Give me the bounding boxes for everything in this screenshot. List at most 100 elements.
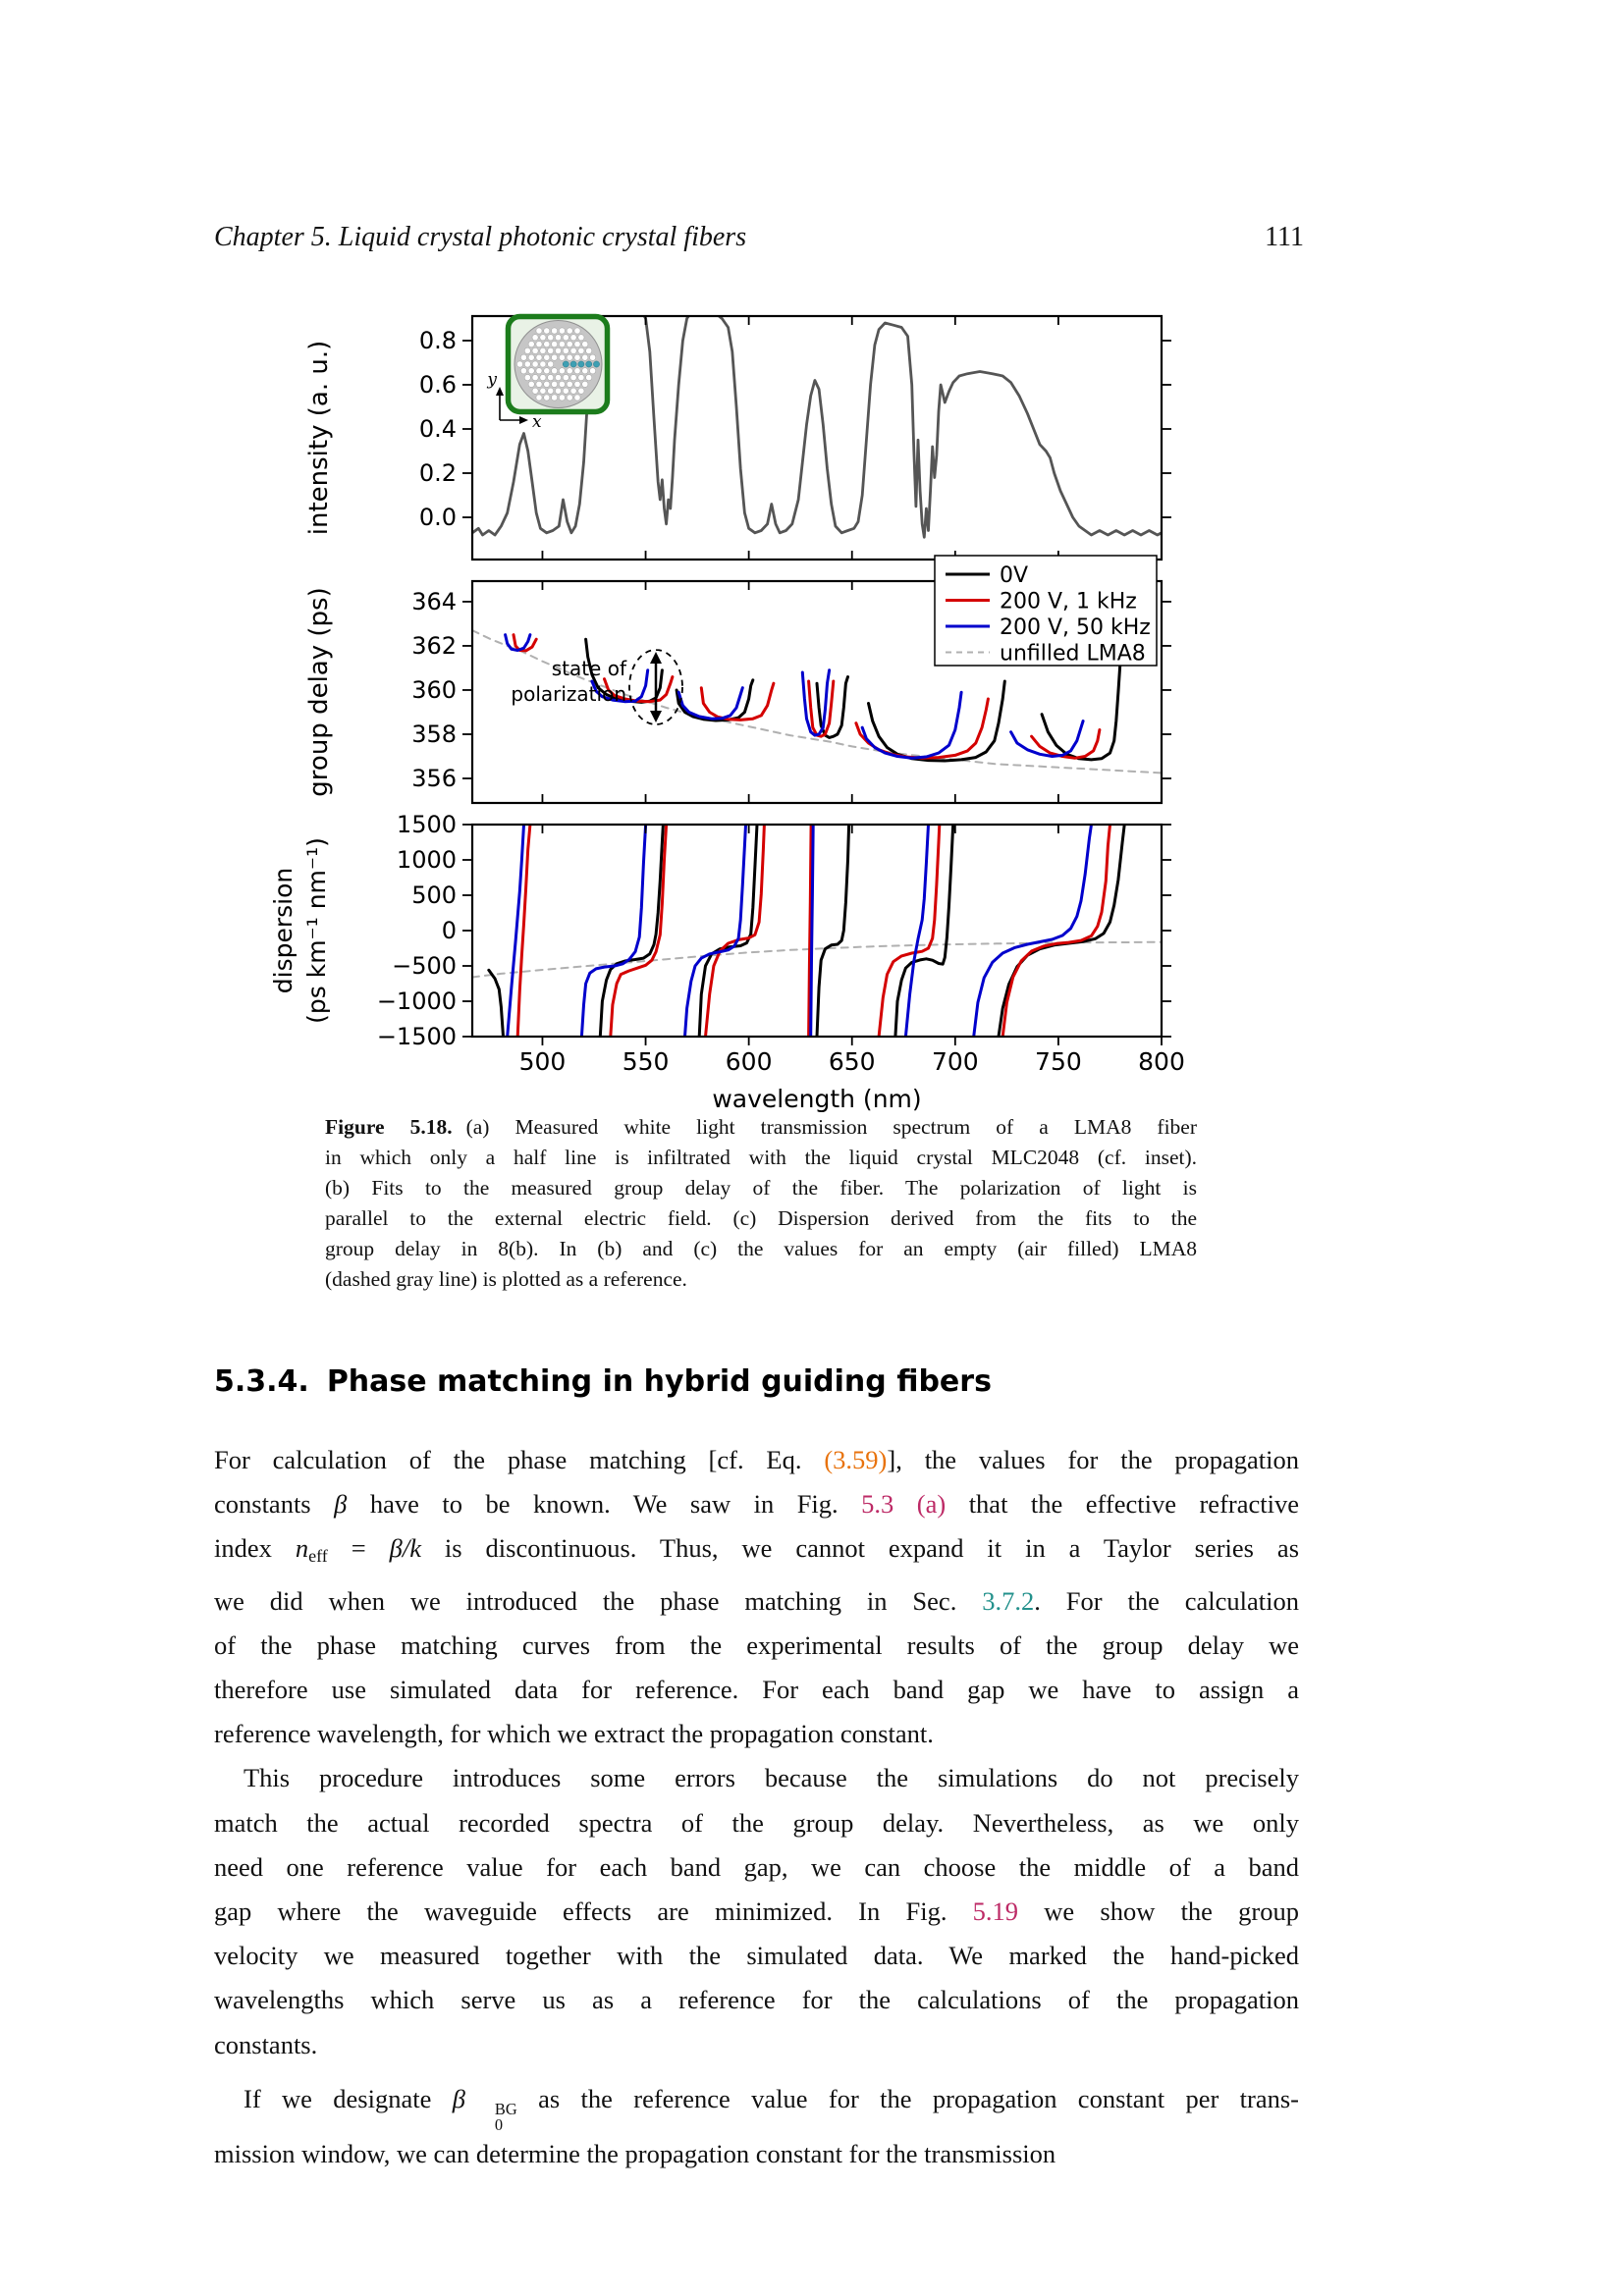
text-run: eff — [308, 1546, 328, 1567]
annotation-text: state of — [552, 657, 627, 680]
air-hole — [535, 353, 543, 361]
air-hole — [581, 353, 589, 361]
series-200-v-1-khz — [1030, 728, 1102, 760]
air-hole — [555, 347, 562, 354]
ref-link[interactable]: (3.59) — [824, 1445, 888, 1474]
series-200-v-50-khz — [809, 825, 815, 1037]
series-200-v-1-khz — [512, 633, 538, 653]
caption-line: in which only a half line is infiltrated… — [325, 1143, 1197, 1173]
lc-filled-hole — [577, 360, 585, 368]
air-hole — [559, 367, 566, 375]
body-line: match the actual recorded spectra of the… — [214, 1801, 1299, 1845]
text-run: (a) Measured white light transmission sp… — [465, 1115, 1198, 1139]
figure-caption: Figure 5.18. (a) Measured white light tra… — [325, 1112, 1197, 1295]
air-hole — [535, 327, 543, 335]
air-hole — [569, 334, 577, 342]
series-200-v-50-khz — [677, 686, 744, 721]
air-hole — [555, 387, 562, 395]
air-hole — [551, 353, 558, 361]
y-tick-label: 362 — [411, 632, 457, 660]
air-hole — [589, 367, 596, 375]
air-hole — [577, 374, 585, 381]
ref-link[interactable]: 5.19 — [972, 1896, 1019, 1927]
body-line: constants β have to be known. We saw in … — [214, 1482, 1299, 1526]
body-line: constants. — [214, 2023, 1299, 2067]
body-line: index neff = β/k is discontinuous. Thus,… — [214, 1526, 1299, 1578]
body-line: therefore use simulated data for referen… — [214, 1668, 1299, 1712]
annotation-text: polarization — [511, 682, 626, 706]
text-run: constants — [214, 1489, 335, 1520]
air-hole — [573, 353, 581, 361]
series-200-v-50-khz — [579, 825, 648, 1037]
air-hole — [527, 381, 535, 388]
series-200-v-1-khz — [704, 825, 766, 1037]
air-hole — [547, 387, 555, 395]
air-hole — [520, 367, 527, 375]
caption-line: (b) Fits to the measured group delay of … — [325, 1173, 1197, 1203]
air-hole — [562, 387, 569, 395]
y-tick-label: 500 — [411, 881, 457, 909]
body-line: gap where the waveguide effects are mini… — [214, 1890, 1299, 1934]
ref-link[interactable]: 3.7.2 — [982, 1585, 1035, 1616]
dashed-ellipse — [628, 649, 683, 725]
text-run: is discontinuous. Thus, we cannot expand… — [420, 1533, 1300, 1564]
text-run: velocity we measured together with the s… — [214, 1941, 1299, 1971]
y-axis-label: intensity (a. u.) — [304, 341, 334, 535]
body-line: reference wavelength, for which we extra… — [214, 1712, 1299, 1756]
y-tick-label: −1000 — [377, 988, 457, 1015]
y-tick-label: 0.8 — [419, 327, 457, 354]
text-run: (b) Fits to the measured group delay of … — [325, 1176, 1197, 1200]
series-0v — [598, 825, 665, 1037]
text-run: If we designate — [244, 2083, 453, 2113]
air-hole — [566, 367, 573, 375]
air-hole — [547, 347, 555, 354]
air-hole — [559, 353, 566, 361]
inset-fiber-cross-section — [505, 313, 611, 415]
text-run: . For the calculation — [1034, 1585, 1299, 1616]
text-run: wavelengths which serve us as a referenc… — [214, 1985, 1299, 2015]
text-run: reference wavelength, for which we extra… — [214, 1719, 934, 1749]
page-number: 111 — [1265, 222, 1304, 252]
air-hole — [566, 381, 573, 388]
air-hole — [562, 334, 569, 342]
series-0v — [675, 678, 755, 722]
body-text: For calculation of the phase matching [c… — [214, 1438, 1299, 2177]
series-200-v-50-khz — [506, 825, 525, 1037]
series-200-v-1-khz — [807, 825, 813, 1037]
air-hole — [569, 374, 577, 381]
y-tick-label: −1500 — [377, 1023, 457, 1050]
text-run: in which only a half line is infiltrated… — [325, 1146, 1197, 1169]
air-hole — [543, 341, 551, 347]
air-hole — [539, 374, 547, 381]
air-hole — [539, 360, 547, 368]
y-axis-label: group delay (ps) — [304, 587, 334, 796]
body-line: of the phase matching curves from the ex… — [214, 1624, 1299, 1668]
running-header: Chapter 5. Liquid crystal photonic cryst… — [214, 222, 747, 252]
series-200-v-50-khz — [800, 668, 832, 737]
air-hole — [531, 347, 539, 354]
air-hole — [569, 347, 577, 354]
ref-link[interactable]: 5.3 (a) — [861, 1489, 947, 1520]
chart-intensity: 0.8 0.6 0.4 0.2 0.0 intensity (a. u.) — [304, 314, 1171, 561]
air-hole — [547, 360, 555, 368]
air-hole — [551, 394, 558, 401]
air-hole — [523, 360, 531, 368]
text-run: as the reference value for the propagati… — [516, 2083, 1300, 2113]
series-200-v-50-khz — [972, 825, 1093, 1037]
text-run: group delay in 8(b). In (b) and (c) the … — [325, 1237, 1197, 1260]
air-hole — [539, 334, 547, 342]
x-tick-label: 700 — [932, 1047, 979, 1076]
air-hole — [520, 353, 527, 361]
air-hole — [535, 381, 543, 388]
y-tick-label: 0.2 — [419, 459, 457, 487]
series-200-v-50-khz — [504, 633, 532, 652]
air-hole — [551, 327, 558, 335]
x-axis-label: wavelength (nm) — [712, 1085, 921, 1113]
section-title: Phase matching in hybrid guiding fibers — [326, 1364, 992, 1399]
body-line: wavelengths which serve us as a referenc… — [214, 1978, 1299, 2022]
text-run: β/k — [389, 1533, 421, 1564]
chart-dispersion: 1500 1000 500 0 −500 −1000 −1500 dispersion (ps … — [269, 811, 1171, 1050]
air-hole — [562, 374, 569, 381]
air-hole — [543, 327, 551, 335]
